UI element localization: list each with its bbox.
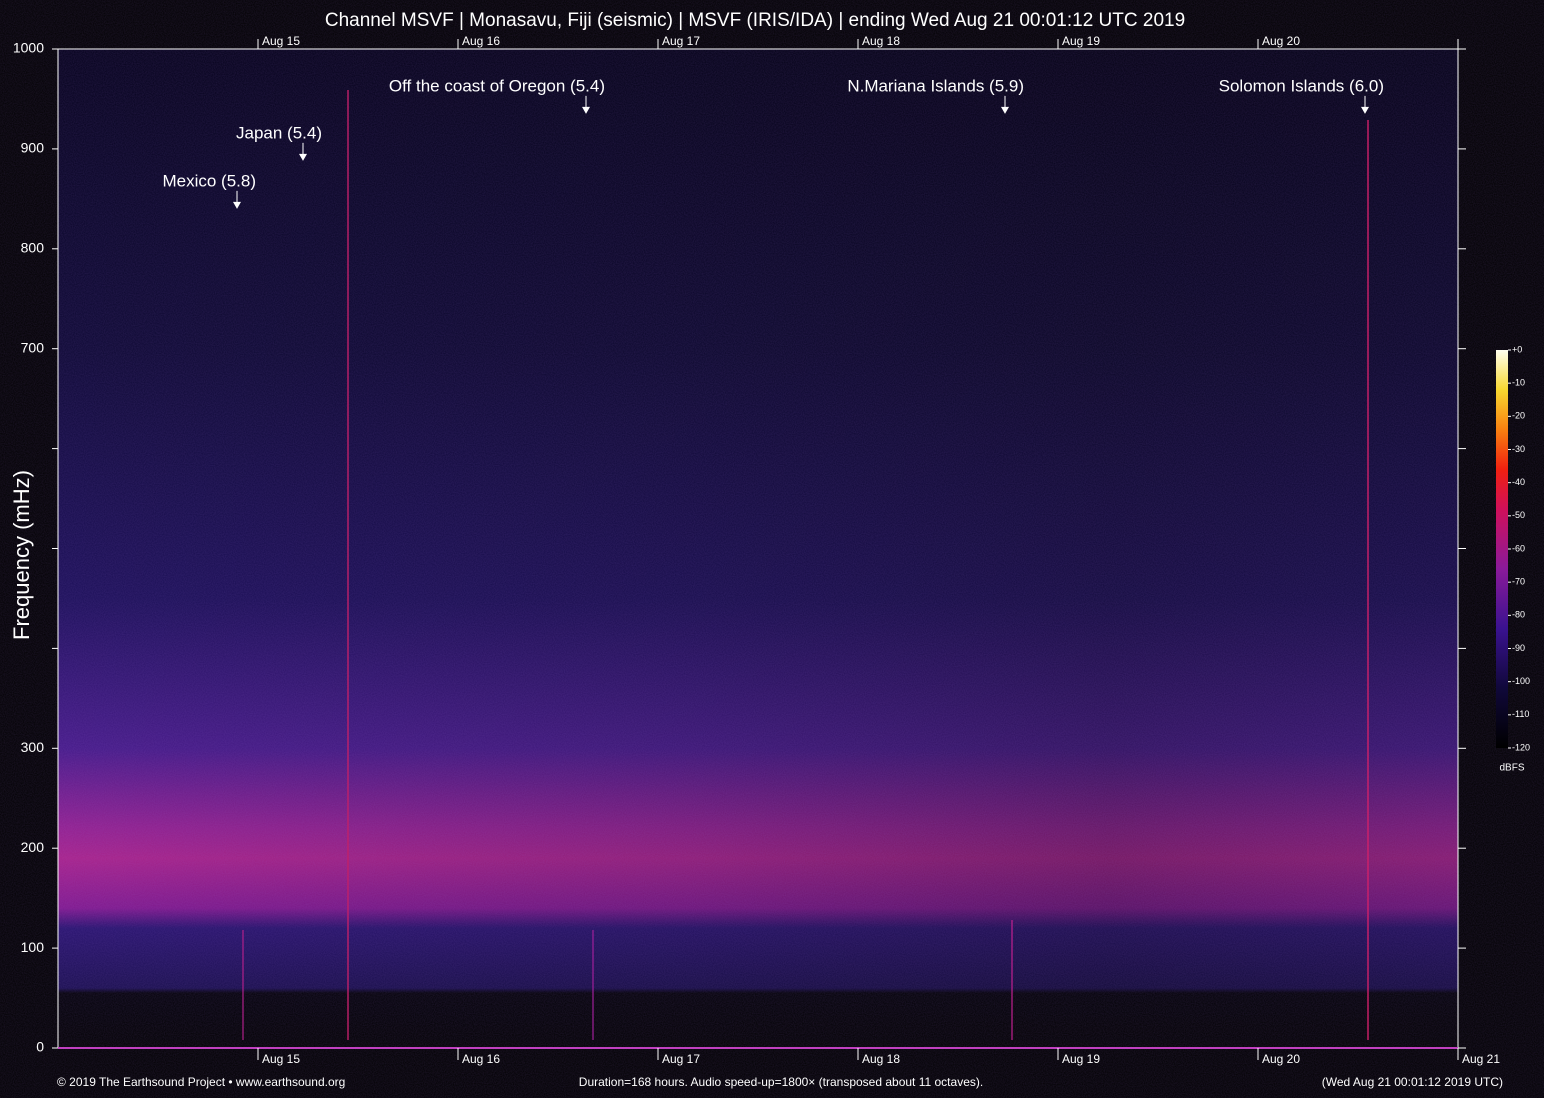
colorbar-tick-label: -90 bbox=[1512, 643, 1525, 653]
annotation-arrowhead bbox=[299, 153, 307, 161]
annotation: Mexico (5.8) bbox=[162, 171, 256, 190]
y-tick-label: 300 bbox=[21, 739, 45, 755]
y-tick-label: 100 bbox=[21, 939, 45, 955]
annotation: Off the coast of Oregon (5.4) bbox=[389, 76, 605, 95]
annotation-arrowhead bbox=[1001, 106, 1009, 114]
x-tick-label-top: Aug 16 bbox=[462, 34, 500, 48]
x-tick-label-top: Aug 20 bbox=[1262, 34, 1300, 48]
x-tick-label-top: Aug 15 bbox=[262, 34, 300, 48]
annotation-arrowhead bbox=[1361, 106, 1369, 114]
x-tick-label: Aug 15 bbox=[262, 1052, 300, 1066]
x-tick-label: Aug 18 bbox=[862, 1052, 900, 1066]
colorbar-tick-label: -40 bbox=[1512, 477, 1525, 487]
colorbar-tick-label: -100 bbox=[1512, 676, 1530, 686]
x-tick-label: Aug 20 bbox=[1262, 1052, 1300, 1066]
spectrogram-noise bbox=[58, 49, 1458, 1048]
chart-title: Channel MSVF | Monasavu, Fiji (seismic) … bbox=[325, 10, 1185, 31]
x-tick-label: Aug 16 bbox=[462, 1052, 500, 1066]
x-tick-label-top: Aug 19 bbox=[1062, 34, 1100, 48]
colorbar-tick-label: -60 bbox=[1512, 543, 1525, 553]
y-tick-label: 1000 bbox=[13, 40, 44, 56]
footer-right: (Wed Aug 21 00:01:12 2019 UTC) bbox=[1322, 1075, 1503, 1089]
y-tick-label: 0 bbox=[36, 1039, 44, 1055]
colorbar bbox=[1496, 350, 1508, 748]
annotation-arrowhead bbox=[582, 106, 590, 114]
x-tick-label: Aug 21 bbox=[1462, 1052, 1500, 1066]
colorbar-tick-label: +0 bbox=[1512, 344, 1522, 354]
x-tick-label-top: Aug 17 bbox=[662, 34, 700, 48]
y-axis-label: Frequency (mHz) bbox=[9, 470, 34, 640]
annotation: Solomon Islands (6.0) bbox=[1219, 76, 1384, 95]
y-tick-label: 700 bbox=[21, 339, 45, 355]
y-tick-label: 900 bbox=[21, 140, 45, 156]
annotation: Japan (5.4) bbox=[236, 123, 322, 142]
x-tick-label-top: Aug 18 bbox=[862, 34, 900, 48]
colorbar-tick-label: -30 bbox=[1512, 444, 1525, 454]
x-tick-label: Aug 19 bbox=[1062, 1052, 1100, 1066]
colorbar-tick-label: -110 bbox=[1512, 709, 1529, 719]
colorbar-tick-label: -10 bbox=[1512, 378, 1525, 388]
footer-left: © 2019 The Earthsound Project • www.eart… bbox=[57, 1075, 345, 1089]
event-streaks bbox=[242, 90, 1369, 1040]
y-tick-label: 200 bbox=[21, 839, 45, 855]
annotation: N.Mariana Islands (5.9) bbox=[847, 76, 1024, 95]
footer-center: Duration=168 hours. Audio speed-up=1800×… bbox=[579, 1075, 983, 1089]
colorbar-tick-label: -120 bbox=[1512, 742, 1530, 752]
colorbar-tick-label: -80 bbox=[1512, 610, 1525, 620]
colorbar-tick-label: -70 bbox=[1512, 577, 1525, 587]
colorbar-tick-label: -50 bbox=[1512, 510, 1525, 520]
colorbar-label: dBFS bbox=[1499, 763, 1524, 774]
colorbar-tick-label: -20 bbox=[1512, 411, 1525, 421]
y-tick-label: 800 bbox=[21, 240, 45, 256]
x-tick-label: Aug 17 bbox=[662, 1052, 700, 1066]
annotation-arrowhead bbox=[233, 201, 241, 209]
